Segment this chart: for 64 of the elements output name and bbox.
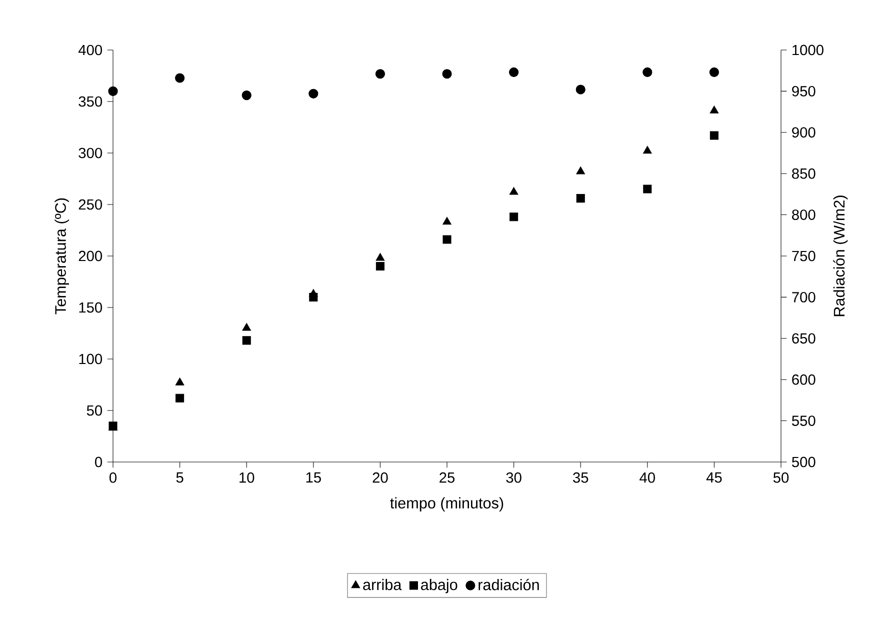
- y-tick-label: 200: [78, 250, 102, 262]
- point: [176, 394, 184, 402]
- point: [642, 67, 652, 78]
- x-tick-label: 25: [440, 472, 455, 483]
- y-tick-label: 350: [78, 96, 102, 107]
- y2-tick-label: 850: [792, 168, 816, 179]
- point: [642, 146, 652, 154]
- y2-tick-label: 500: [792, 456, 816, 468]
- y-tick-label: 250: [78, 199, 102, 210]
- x-tick-label: 40: [640, 472, 655, 483]
- point: [643, 184, 652, 194]
- x-tick-label: 5: [176, 472, 184, 483]
- point: [175, 73, 185, 83]
- legend-label: radiación: [478, 578, 539, 590]
- point: [576, 84, 586, 94]
- point: [442, 216, 452, 225]
- x-tick-label: 20: [372, 472, 388, 483]
- legend-label: abajo: [421, 578, 458, 594]
- y2-tick-label: 650: [792, 333, 816, 344]
- y2-tick-label: 600: [792, 374, 816, 385]
- x-tick-label: 45: [706, 472, 722, 483]
- point: [709, 67, 720, 78]
- point: [576, 166, 586, 174]
- y2-tick-label: 750: [792, 250, 816, 262]
- point: [376, 252, 385, 261]
- y2-tick-label: 900: [792, 127, 816, 138]
- point: [242, 90, 252, 100]
- y2-tick-label: 700: [792, 292, 816, 302]
- y2-tick-label: 550: [792, 416, 816, 426]
- point: [376, 262, 384, 271]
- y-tick-label: 50: [86, 405, 102, 416]
- x-tick-label: 35: [573, 472, 588, 483]
- x-tick-label: 10: [240, 472, 254, 483]
- point: [108, 86, 118, 96]
- point: [710, 131, 718, 140]
- point: [509, 67, 519, 78]
- point: [710, 106, 719, 114]
- point: [576, 194, 585, 203]
- point: [442, 235, 452, 244]
- y-tick-label: 150: [79, 302, 102, 313]
- y2-axis-title: Radiación (W/m2): [833, 196, 848, 316]
- x-tick-label: 30: [506, 472, 522, 483]
- point: [175, 378, 184, 386]
- y-tick-label: 100: [79, 354, 102, 364]
- x-tick-label: 50: [773, 472, 789, 483]
- y2-tick-label: 800: [792, 210, 816, 220]
- y2-tick-label: 1000: [792, 44, 824, 56]
- point: [509, 187, 518, 195]
- legend-label: arriba: [363, 578, 402, 590]
- point: [309, 292, 318, 302]
- x-tick-label: 0: [109, 472, 116, 483]
- point: [510, 212, 518, 222]
- x-tick-label: 15: [306, 472, 321, 483]
- point: [242, 323, 252, 331]
- point: [375, 69, 386, 79]
- y2-tick-label: 950: [792, 86, 816, 96]
- y-tick-label: 400: [78, 44, 102, 56]
- y-tick-label: 300: [78, 148, 102, 158]
- point: [242, 336, 251, 345]
- x-axis-title: tiempo (minutos): [390, 497, 504, 512]
- y-tick-label: 0: [95, 456, 102, 468]
- point: [308, 88, 318, 98]
- point: [442, 69, 452, 79]
- y-axis-title: Temperatura (ºC): [54, 198, 69, 314]
